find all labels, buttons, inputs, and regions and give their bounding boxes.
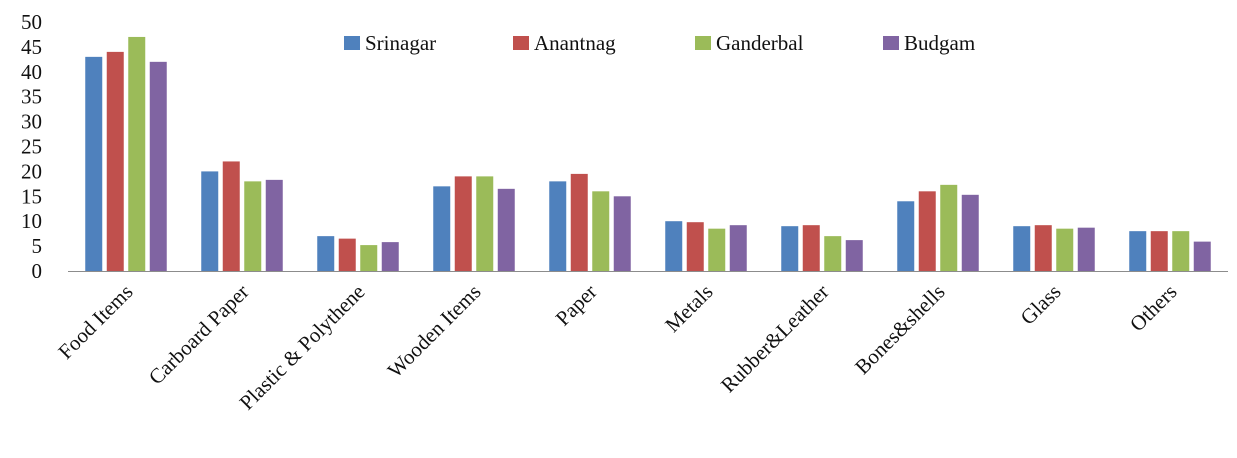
x-tick-label: Food Items — [53, 280, 137, 364]
legend-label-budgam: Budgam — [904, 31, 975, 55]
bar-srinagar-1 — [85, 56, 103, 271]
bar-anantnag-5 — [570, 173, 588, 271]
bar-srinagar-2 — [201, 171, 219, 271]
y-tick-label: 35 — [21, 85, 42, 109]
x-tick-label: Carboard Paper — [144, 280, 254, 390]
bar-srinagar-9 — [1013, 226, 1031, 271]
legend-label-srinagar: Srinagar — [365, 31, 436, 55]
bars — [85, 36, 1211, 272]
bar-ganderbal-8 — [940, 184, 958, 271]
legend: Srinagar Anantnag Ganderbal Budgam — [344, 31, 975, 55]
bar-budgam-7 — [845, 240, 863, 271]
legend-swatch-ganderbal — [695, 36, 711, 50]
bar-anantnag-1 — [106, 51, 124, 271]
bar-ganderbal-7 — [824, 236, 842, 271]
bar-budgam-1 — [149, 61, 167, 272]
legend-label-ganderbal: Ganderbal — [716, 31, 804, 55]
x-tick-label: Others — [1125, 280, 1182, 337]
bar-srinagar-7 — [781, 226, 799, 271]
y-tick-label: 25 — [21, 135, 42, 159]
x-tick-label: Bones&shells — [850, 280, 949, 379]
x-tick-label: Paper — [551, 280, 602, 331]
bar-anantnag-3 — [338, 238, 356, 271]
bar-budgam-6 — [729, 225, 747, 271]
bar-srinagar-3 — [317, 236, 335, 271]
bar-budgam-8 — [961, 194, 979, 271]
bar-srinagar-8 — [897, 201, 915, 271]
x-tick-label: Wooden Items — [383, 280, 486, 383]
legend-swatch-budgam — [883, 36, 899, 50]
bar-anantnag-2 — [222, 161, 240, 271]
bar-srinagar-6 — [665, 221, 683, 271]
x-tick-label: Plastic & Polythene — [235, 280, 370, 415]
y-tick-label: 45 — [21, 35, 42, 59]
bar-budgam-5 — [613, 196, 631, 271]
bar-srinagar-4 — [433, 186, 451, 271]
bar-ganderbal-3 — [360, 245, 378, 271]
bar-srinagar-10 — [1129, 231, 1147, 271]
legend-swatch-srinagar — [344, 36, 360, 50]
bar-budgam-10 — [1193, 241, 1211, 271]
bar-ganderbal-6 — [708, 228, 726, 271]
bar-anantnag-6 — [686, 222, 704, 271]
bar-ganderbal-2 — [244, 181, 262, 271]
y-tick-label: 5 — [32, 234, 43, 258]
legend-label-anantnag: Anantnag — [534, 31, 616, 55]
y-tick-label: 30 — [21, 110, 42, 134]
bar-ganderbal-9 — [1056, 228, 1074, 271]
bar-budgam-2 — [265, 179, 283, 271]
bar-ganderbal-1 — [128, 36, 146, 271]
y-tick-label: 20 — [21, 159, 42, 183]
y-tick-label: 10 — [21, 209, 42, 233]
bar-anantnag-8 — [918, 191, 936, 271]
legend-swatch-anantnag — [513, 36, 529, 50]
bar-budgam-3 — [381, 242, 399, 271]
x-tick-label: Glass — [1016, 280, 1066, 330]
y-tick-label: 0 — [32, 259, 43, 283]
bar-anantnag-10 — [1150, 231, 1168, 271]
y-tick-label: 15 — [21, 184, 42, 208]
bar-ganderbal-10 — [1172, 231, 1190, 271]
bar-anantnag-4 — [454, 176, 472, 271]
bar-budgam-4 — [497, 188, 515, 271]
x-tick-label: Rubber&Leather — [716, 280, 834, 398]
x-tick-label: Metals — [660, 280, 717, 337]
bar-budgam-9 — [1077, 227, 1095, 271]
bar-anantnag-7 — [802, 225, 820, 271]
y-tick-label: 50 — [21, 10, 42, 34]
bar-srinagar-5 — [549, 181, 567, 271]
y-tick-label: 40 — [21, 60, 42, 84]
bar-ganderbal-5 — [592, 191, 610, 271]
bar-ganderbal-4 — [476, 176, 494, 271]
bar-anantnag-9 — [1034, 225, 1052, 271]
